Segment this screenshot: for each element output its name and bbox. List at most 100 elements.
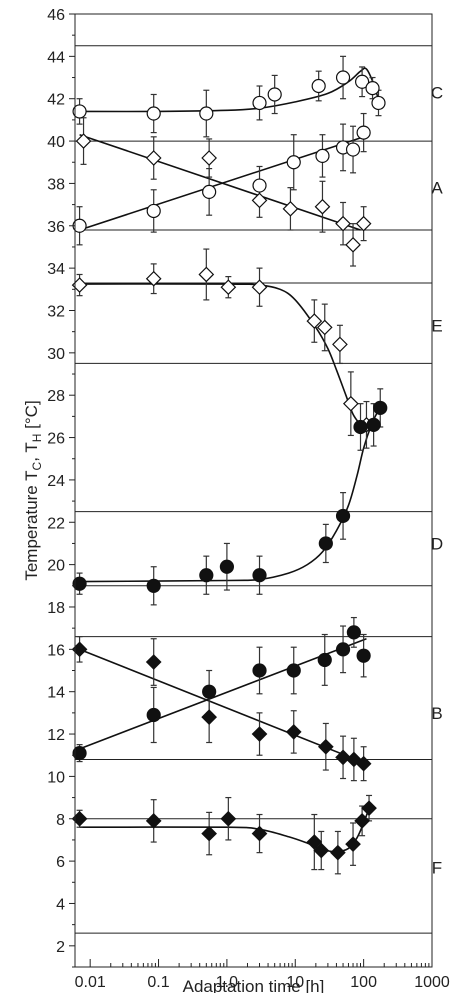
fit-curves [79, 67, 381, 853]
open-circle-marker [335, 70, 351, 85]
filled-diamond-marker [201, 709, 217, 725]
fit-curve [79, 283, 362, 426]
filled-diamond-marker [201, 825, 217, 842]
y-tick-label: 22 [47, 515, 65, 532]
filled-diamond-marker [251, 726, 268, 742]
filled-circle-marker [202, 684, 217, 699]
open-circle-marker [146, 203, 161, 219]
filled-circle-marker [146, 578, 161, 593]
y-tick-label: 26 [47, 431, 65, 448]
filled-diamond-marker [145, 654, 162, 670]
fit-curve [79, 648, 367, 765]
x-axis-ticks: 0.01 0.1 1.0 10 100 1000 [75, 959, 450, 991]
open-diamond-marker [145, 270, 162, 287]
y-tick-label: 40 [47, 134, 65, 151]
x-tick-label: 1000 [414, 974, 450, 991]
filled-circle-marker [317, 652, 332, 668]
open-circle-marker [355, 74, 370, 89]
open-diamond-marker [282, 200, 299, 217]
open-diamond-marker [145, 150, 162, 166]
panel-labels: C A E D B F [431, 83, 443, 877]
y-tick-label: 18 [47, 600, 65, 617]
y-tick-label: 42 [47, 92, 65, 109]
open-diamond-marker [220, 279, 237, 296]
open-circle-marker [365, 81, 380, 96]
y-tick-label: 20 [47, 558, 65, 575]
filled-diamond-marker [361, 800, 377, 817]
panel-label: C [431, 83, 443, 102]
panel-label: B [431, 704, 442, 723]
open-circle-marker [202, 184, 217, 199]
open-circle-marker [371, 95, 386, 111]
x-axis-title: Adaptation time [h] [183, 977, 325, 993]
filled-circle-marker [219, 559, 235, 574]
filled-circle-marker [356, 648, 371, 663]
panel-divider-lines [75, 45, 432, 934]
fit-curve [79, 807, 370, 853]
x-tick-label: 10 [286, 974, 304, 991]
filled-circle-marker [72, 746, 87, 761]
fit-curve [79, 67, 381, 113]
x-tick-label: 0.1 [147, 974, 169, 991]
filled-diamond-marker [317, 738, 334, 755]
open-diamond-marker [201, 150, 217, 166]
x-tick-label: 0.01 [75, 974, 106, 991]
filled-circle-marker [346, 625, 361, 640]
x-tick-label: 100 [350, 974, 377, 991]
y-tick-label: 16 [47, 642, 65, 659]
filled-circle-marker [72, 576, 87, 591]
filled-diamond-marker [306, 834, 323, 850]
filled-diamond-marker [354, 813, 370, 829]
y-axis-title-sub-h: H [30, 434, 44, 443]
open-circle-marker [345, 142, 361, 157]
y-axis-title-main: Temperature T [22, 470, 41, 580]
filled-diamond-marker [355, 755, 372, 772]
y-tick-label: 4 [56, 896, 65, 913]
y-tick-label: 6 [56, 854, 65, 871]
y-tick-label: 10 [47, 769, 65, 786]
y-axis-ticks: 2468101214161820222426283032343638404244… [47, 7, 75, 968]
filled-circle-marker [146, 707, 161, 723]
filled-diamond-marker [335, 749, 351, 766]
y-tick-label: 38 [47, 176, 65, 193]
open-circle-marker [72, 104, 87, 119]
y-tick-label: 36 [47, 219, 65, 236]
open-diamond-marker [342, 395, 359, 412]
y-tick-label: 12 [47, 727, 65, 744]
open-diamond-marker [345, 236, 361, 253]
y-tick-label: 30 [47, 346, 65, 363]
filled-diamond-marker [285, 724, 302, 740]
y-axis-title-sub-c: C [30, 461, 44, 470]
y-tick-label: 14 [47, 685, 65, 702]
panel-label: D [431, 534, 443, 553]
plot-frame [74, 13, 433, 968]
filled-circle-marker [252, 568, 267, 583]
filled-circle-marker [286, 663, 301, 678]
filled-circle-marker [252, 663, 267, 678]
filled-diamond-marker [313, 842, 330, 859]
open-circle-marker [267, 87, 282, 102]
filled-diamond-marker [220, 810, 237, 827]
filled-diamond-marker [330, 844, 346, 861]
open-diamond-marker [251, 192, 268, 209]
open-circle-marker [315, 148, 330, 163]
filled-circle-marker [353, 419, 368, 435]
y-tick-label: 2 [56, 939, 65, 956]
y-tick-label: 34 [47, 261, 65, 278]
open-diamond-marker [75, 133, 92, 149]
data-markers [71, 70, 388, 861]
open-diamond-marker [316, 319, 333, 336]
filled-circle-marker [199, 568, 214, 583]
open-diamond-marker [198, 266, 215, 283]
filled-circle-marker [335, 642, 351, 657]
y-tick-label: 8 [56, 812, 65, 829]
open-diamond-marker [355, 215, 372, 232]
open-circle-marker [311, 78, 326, 94]
filled-circle-marker [366, 417, 381, 432]
open-diamond-marker [335, 215, 351, 232]
fit-curve [79, 133, 361, 231]
open-diamond-marker [332, 336, 348, 353]
panel-label: A [431, 179, 443, 198]
y-axis-title: Temperature TC, TH [°C] [22, 400, 44, 580]
